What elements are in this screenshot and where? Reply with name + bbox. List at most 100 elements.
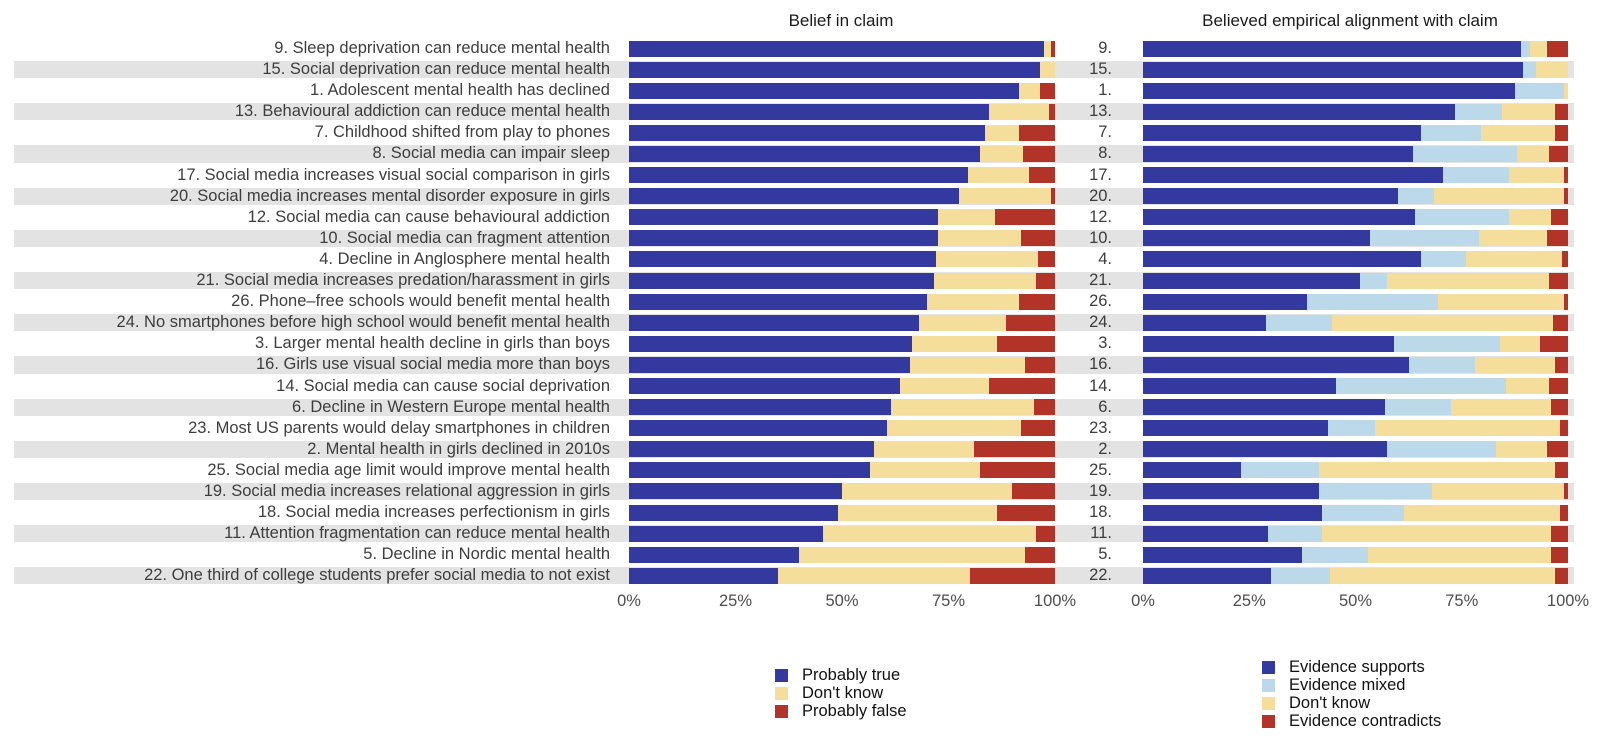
alignment-bar-segment bbox=[1551, 209, 1568, 226]
axis-tick-label: 0% bbox=[1131, 592, 1155, 610]
claim-label: 13. Behavioural addiction can reduce men… bbox=[234, 102, 610, 121]
alignment-bar-segment bbox=[1500, 335, 1541, 352]
belief-bar-segment bbox=[997, 335, 1055, 352]
alignment-bar bbox=[1143, 124, 1568, 141]
alignment-bar-segment bbox=[1143, 293, 1307, 310]
alignment-bar bbox=[1143, 188, 1568, 205]
alignment-bar bbox=[1143, 504, 1568, 521]
table-row: 26. Phone–free schools would benefit men… bbox=[0, 291, 1600, 312]
alignment-bar-segment bbox=[1421, 251, 1466, 268]
claim-number: 12. bbox=[1089, 207, 1112, 226]
belief-bar-segment bbox=[629, 546, 800, 563]
belief-bar-segment bbox=[629, 61, 1041, 78]
belief-bar-segment bbox=[629, 441, 874, 458]
belief-bar-segment bbox=[1012, 483, 1055, 500]
belief-bar bbox=[629, 462, 1055, 479]
legend-item: Don't know bbox=[775, 684, 907, 702]
claim-label: 7. Childhood shifted from play to phones bbox=[314, 123, 610, 142]
table-row: 4. Decline in Anglosphere mental health 4… bbox=[0, 249, 1600, 270]
legend-swatch bbox=[1262, 696, 1275, 710]
alignment-bar-segment bbox=[1143, 103, 1456, 120]
alignment-bar bbox=[1143, 483, 1568, 500]
alignment-bar bbox=[1143, 167, 1568, 184]
legend-label: Don't know bbox=[802, 684, 884, 702]
legend-item: Probably true bbox=[775, 666, 907, 684]
table-row: 19. Social media increases relational ag… bbox=[0, 481, 1600, 502]
axis-tick-label: 25% bbox=[1232, 592, 1266, 610]
alignment-bar-segment bbox=[1442, 167, 1509, 184]
alignment-bar-segment bbox=[1551, 525, 1568, 542]
belief-bar-segment bbox=[629, 525, 823, 542]
legend-swatch bbox=[1262, 714, 1275, 728]
belief-bar-segment bbox=[997, 504, 1055, 521]
alignment-bar-segment bbox=[1306, 293, 1439, 310]
belief-bar-segment bbox=[629, 167, 968, 184]
belief-bar-segment bbox=[1020, 230, 1055, 247]
claim-label: 8. Social media can impair sleep bbox=[372, 144, 610, 163]
claim-label: 20. Social media increases mental disord… bbox=[169, 186, 610, 205]
belief-bar-segment bbox=[1018, 82, 1041, 99]
belief-bar bbox=[629, 356, 1055, 373]
alignment-bar-segment bbox=[1240, 462, 1320, 479]
alignment-bar-segment bbox=[1434, 188, 1564, 205]
belief-bar bbox=[629, 399, 1055, 416]
claim-number: 21. bbox=[1089, 271, 1112, 290]
alignment-bar-segment bbox=[1559, 504, 1568, 521]
alignment-bar-segment bbox=[1536, 61, 1568, 78]
claim-number: 9. bbox=[1098, 39, 1112, 57]
alignment-bar-segment bbox=[1555, 462, 1568, 479]
belief-bar bbox=[629, 209, 1055, 226]
alignment-bar-segment bbox=[1502, 103, 1556, 120]
table-row: 18. Social media increases perfectionism… bbox=[0, 502, 1600, 523]
belief-bar-segment bbox=[629, 483, 842, 500]
belief-bar bbox=[629, 103, 1055, 120]
belief-bar-segment bbox=[629, 103, 989, 120]
alignment-bar-segment bbox=[1143, 251, 1422, 268]
alignment-bar-segment bbox=[1321, 504, 1405, 521]
belief-bar-segment bbox=[629, 378, 900, 394]
alignment-bar bbox=[1143, 567, 1568, 584]
belief-bar bbox=[629, 378, 1055, 394]
alignment-bar bbox=[1143, 82, 1568, 99]
belief-bar-segment bbox=[837, 504, 998, 521]
alignment-bar bbox=[1143, 441, 1568, 458]
alignment-bar-segment bbox=[1563, 188, 1568, 205]
alignment-bar-segment bbox=[1143, 124, 1422, 141]
alignment-bar-segment bbox=[1336, 378, 1507, 394]
claim-number: 26. bbox=[1089, 292, 1112, 311]
alignment-bar-segment bbox=[1302, 546, 1369, 563]
belief-bar-segment bbox=[869, 462, 981, 479]
belief-bar-segment bbox=[822, 525, 1036, 542]
belief-bar-segment bbox=[974, 441, 1055, 458]
claim-label: 1. Adolescent mental health has declined bbox=[310, 81, 610, 100]
claim-number: 19. bbox=[1089, 481, 1112, 500]
belief-bar-segment bbox=[1018, 124, 1055, 141]
alignment-bar-segment bbox=[1143, 399, 1386, 416]
belief-bar bbox=[629, 124, 1055, 141]
alignment-bar-segment bbox=[1143, 356, 1409, 373]
alignment-bar-segment bbox=[1455, 103, 1503, 120]
legend-swatch bbox=[1262, 660, 1275, 674]
belief-bar-segment bbox=[629, 462, 870, 479]
belief-bar-segment bbox=[1018, 293, 1055, 310]
alignment-bar-segment bbox=[1319, 483, 1432, 500]
axis-tick-label: 0% bbox=[617, 592, 641, 610]
belief-bar-segment bbox=[910, 356, 1026, 373]
legend-swatch bbox=[775, 704, 788, 718]
belief-bar-segment bbox=[629, 272, 934, 289]
alignment-bar bbox=[1143, 230, 1568, 247]
claim-number: 15. bbox=[1089, 60, 1112, 79]
alignment-bar bbox=[1143, 103, 1568, 120]
claim-label: 18. Social media increases perfectionism… bbox=[257, 503, 610, 522]
alignment-bar-segment bbox=[1514, 82, 1564, 99]
claim-number: 24. bbox=[1089, 313, 1112, 332]
alignment-bar-segment bbox=[1143, 167, 1443, 184]
alignment-bar-segment bbox=[1143, 462, 1241, 479]
belief-bar-segment bbox=[629, 124, 985, 141]
legend-item: Probably false bbox=[775, 702, 907, 720]
claim-label: 16. Girls use visual social media more t… bbox=[256, 355, 610, 374]
belief-bar-segment bbox=[1025, 356, 1055, 373]
legend-label: Evidence mixed bbox=[1289, 676, 1406, 694]
table-row: 5. Decline in Nordic mental health 5. bbox=[0, 544, 1600, 565]
table-row: 23. Most US parents would delay smartpho… bbox=[0, 418, 1600, 439]
